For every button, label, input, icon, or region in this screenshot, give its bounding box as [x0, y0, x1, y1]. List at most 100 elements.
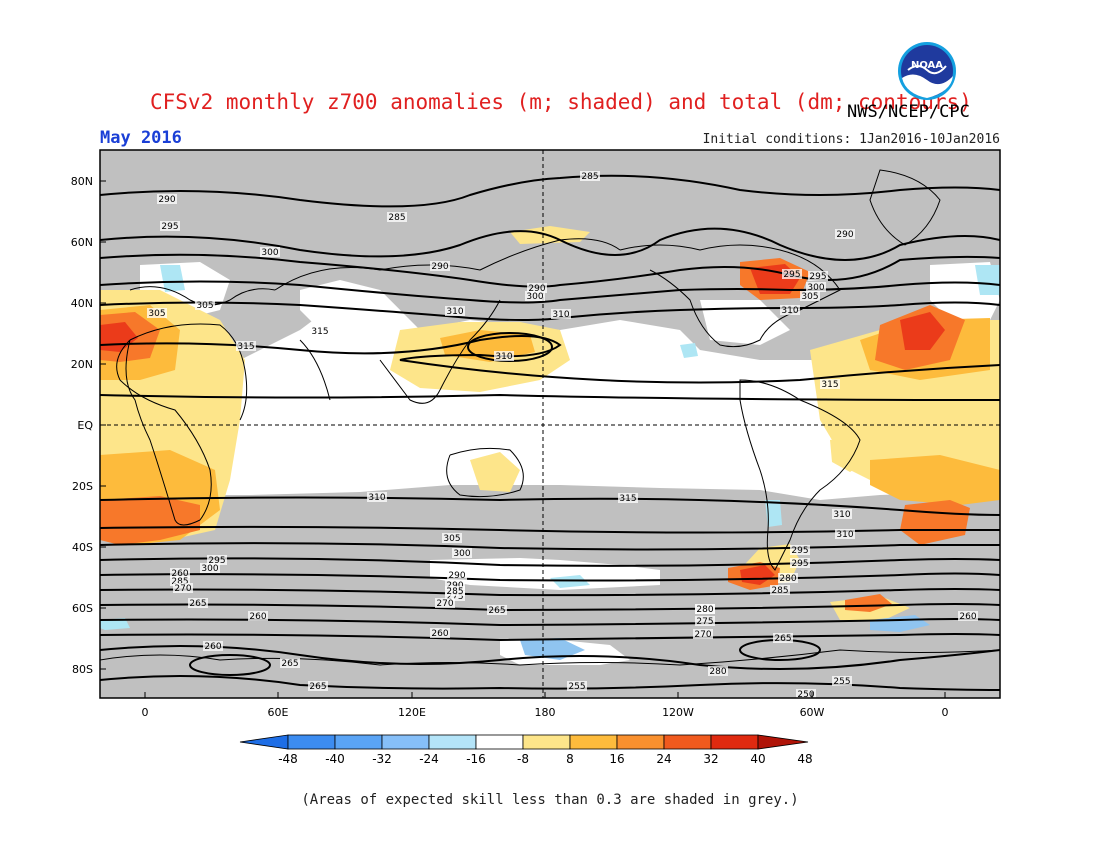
- contour-label-bg: [958, 611, 978, 621]
- contour-label-bg: [200, 563, 220, 573]
- colorbar-segment: [569, 734, 618, 750]
- skill-footnote: (Areas of expected skill less than 0.3 a…: [301, 792, 799, 808]
- contour-label: 250: [797, 690, 814, 700]
- anomaly-scandinavia-blue: [975, 265, 1000, 295]
- contour-label-bg: [308, 681, 328, 691]
- colorbar-segment: [428, 734, 477, 750]
- anomaly-coral-sea: [470, 452, 520, 492]
- colorbar-segment: [475, 734, 524, 750]
- contour-label: 310: [368, 493, 385, 503]
- colorbar-tick-label: -40: [325, 752, 345, 766]
- colorbar-segment: [710, 734, 759, 750]
- contour-label: 280: [779, 574, 796, 584]
- anomaly-chile-blue: [765, 500, 782, 527]
- contour-label: 295: [161, 222, 178, 232]
- white-patch-pacific-east: [700, 300, 790, 345]
- logo-text: NOAA: [911, 60, 943, 71]
- colorbar-tick-label: 24: [656, 752, 671, 766]
- contour-label-bg: [695, 604, 715, 614]
- contour-label: 295: [208, 556, 225, 566]
- contour-label-bg: [170, 568, 190, 578]
- colorbar-segment: [616, 734, 665, 750]
- colorbar-segment: [287, 734, 336, 750]
- contour-label-bg: [188, 598, 208, 608]
- contour-label: 265: [189, 599, 206, 609]
- longitude-axis: 0 60E 120E 180 120W 60W 0: [142, 692, 949, 719]
- contour-label: 305: [443, 534, 460, 544]
- longitude-label: 0: [142, 706, 149, 719]
- chart-title: CFSv2 monthly z700 anomalies (m; shaded)…: [150, 90, 972, 114]
- contour-label-bg: [195, 300, 215, 310]
- contour-label-bg: [770, 585, 790, 595]
- anomaly-south-atlantic-mid: [870, 455, 1000, 505]
- contour-label-bg: [835, 229, 855, 239]
- colorbar-segment: [334, 734, 383, 750]
- contour-label: 285: [388, 213, 405, 223]
- colorbar-tick-label: 48: [797, 752, 812, 766]
- contour-label: 295: [809, 272, 826, 282]
- contour-label-bg: [173, 583, 193, 593]
- contour-label: 255: [833, 677, 850, 687]
- contour-label: 290: [448, 571, 465, 581]
- anomaly-south-africa-strong: [100, 496, 200, 545]
- agency-label: NWS/NCEP/CPC: [847, 102, 970, 122]
- contour-label: 275: [696, 617, 713, 627]
- contour-label: 275: [446, 592, 463, 602]
- contour-label: 295: [783, 270, 800, 280]
- noaa-logo-icon: NOAA: [898, 42, 956, 100]
- longitude-label: 60E: [268, 706, 289, 719]
- contour-label: 290: [528, 284, 545, 294]
- anomaly-greenland-blue: [160, 265, 185, 292]
- colorbar-segment: [381, 734, 430, 750]
- colorbar-tick-label: -32: [372, 752, 392, 766]
- contour-label-bg: [367, 492, 387, 502]
- longitude-label: 120W: [662, 706, 694, 719]
- contour-label-bg: [442, 533, 462, 543]
- contour-label-bg: [430, 261, 450, 271]
- contour-label: 305: [196, 301, 213, 311]
- colorbar-tick-label: -8: [517, 752, 529, 766]
- contour-label-bg: [435, 598, 455, 608]
- colorbar-left-arrow: [239, 734, 289, 750]
- contour-label-bg: [832, 509, 852, 519]
- contour-label-bg: [260, 247, 280, 257]
- contour-label: 265: [488, 606, 505, 616]
- contour-label: 260: [204, 642, 221, 652]
- contour-label: 300: [526, 292, 543, 302]
- colorbar: [239, 734, 809, 750]
- colorbar-tick-label: 32: [703, 752, 718, 766]
- colorbar-tick-label: 40: [750, 752, 765, 766]
- initial-conditions-label: Initial conditions: 1Jan2016-10Jan2016: [702, 132, 1000, 147]
- contour-label-bg: [773, 633, 793, 643]
- colorbar-right-arrow: [757, 734, 809, 750]
- contour-label-bg: [445, 306, 465, 316]
- colorbar-segment: [663, 734, 712, 750]
- contour-label: 260: [171, 569, 188, 579]
- colorbar-ticks: -48 -40 -32 -24 -16 -8 8 16 24 32 40 48: [278, 752, 812, 766]
- contour-label-bg: [708, 666, 728, 676]
- contour-label-bg: [494, 351, 514, 361]
- latitude-label: 20N: [71, 358, 93, 371]
- contour-label: 290: [431, 262, 448, 272]
- longitude-label: 60W: [800, 706, 825, 719]
- contour-label-bg: [160, 221, 180, 231]
- contour-label-bg: [790, 558, 810, 568]
- contour-label-bg: [820, 379, 840, 389]
- contour-label-bg: [780, 305, 800, 315]
- contour-label: 270: [694, 630, 711, 640]
- contour-label: 260: [959, 612, 976, 622]
- latitude-label: 80N: [71, 175, 93, 188]
- contour-label-bg: [527, 283, 547, 293]
- contour-label: 270: [436, 599, 453, 609]
- contour-label: 310: [781, 306, 798, 316]
- contour-label-bg: [695, 616, 715, 626]
- longitude-label: 120E: [398, 706, 426, 719]
- contour-label: 290: [158, 195, 175, 205]
- contour-label: 315: [619, 494, 636, 504]
- contour-label-bg: [248, 611, 268, 621]
- contour-label: 310: [833, 510, 850, 520]
- contour-label: 280: [709, 667, 726, 677]
- contour-label: 265: [774, 634, 791, 644]
- month-label: May 2016: [100, 128, 182, 148]
